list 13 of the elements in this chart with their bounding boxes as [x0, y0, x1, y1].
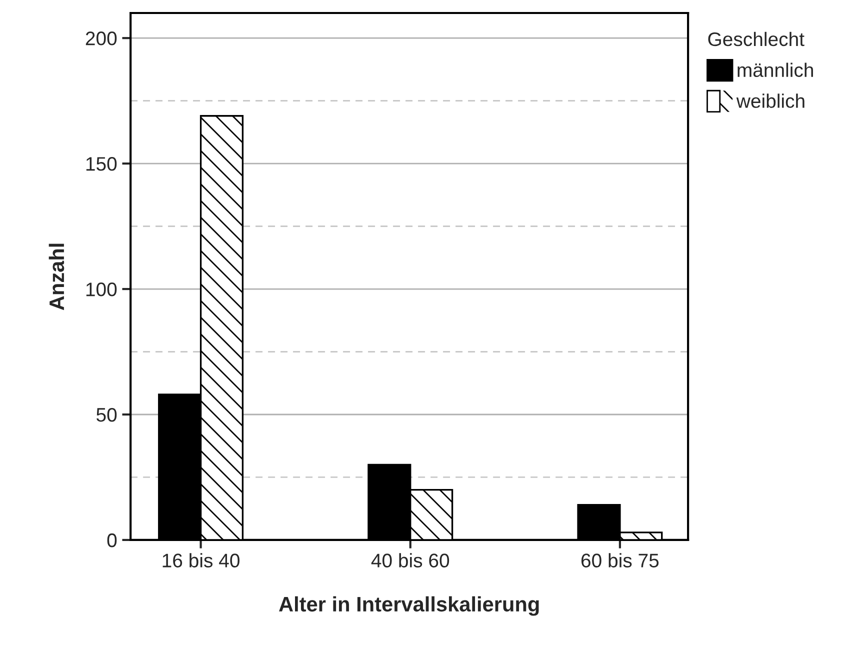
y-tick-label: 200 [86, 32, 117, 46]
legend-label: männlich [738, 62, 813, 78]
y-tick-label: 50 [96, 408, 117, 422]
x-tick-label: 40 bis 60 [371, 553, 450, 568]
y-tick-label: 150 [86, 157, 117, 171]
legend-title: Geschlecht [708, 32, 804, 46]
x-tick-label: 16 bis 40 [162, 553, 240, 568]
y-tick-label: 100 [86, 282, 117, 296]
x-tick-label: 60 bis 75 [581, 553, 659, 568]
legend-label: weiblich [736, 94, 804, 108]
x-axis-title: Alter in Intervallskalierung [279, 596, 539, 616]
y-tick-label: 0 [107, 533, 117, 548]
y-axis-title: Anzahl [48, 244, 64, 310]
